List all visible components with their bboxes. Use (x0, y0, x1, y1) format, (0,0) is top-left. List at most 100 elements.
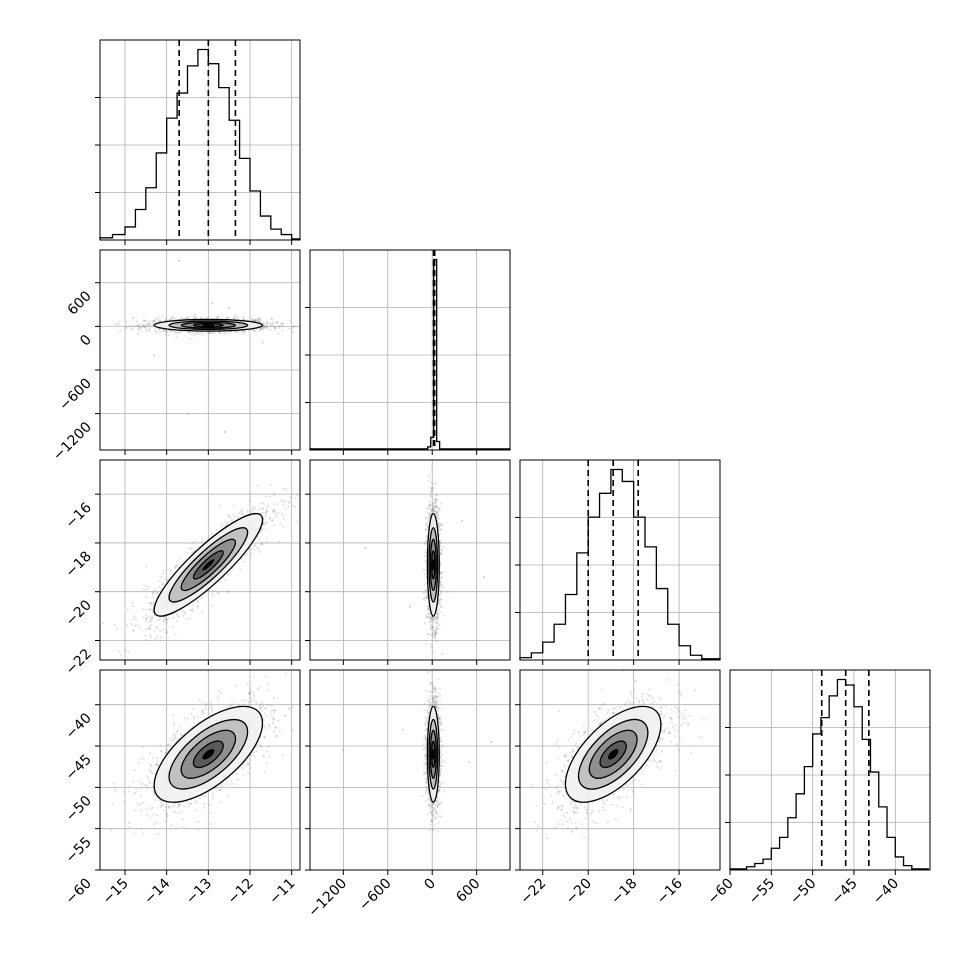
data-point (240, 512, 244, 515)
data-point (443, 614, 446, 617)
data-point (432, 509, 436, 512)
data-point (440, 523, 443, 526)
data-point (178, 804, 181, 807)
data-point (425, 591, 428, 594)
data-point (227, 316, 230, 319)
data-point (268, 517, 271, 520)
data-point (132, 629, 135, 633)
data-point (152, 596, 155, 600)
data-point (147, 780, 150, 783)
data-point (226, 591, 229, 594)
data-point (178, 331, 182, 334)
y-tick-label: −18 (63, 548, 95, 580)
data-point (264, 325, 267, 328)
data-point (165, 630, 169, 634)
data-point (147, 329, 151, 332)
data-point (170, 316, 174, 319)
data-point (165, 815, 169, 818)
data-point (204, 702, 208, 705)
data-point (244, 553, 247, 557)
data-point (127, 790, 131, 793)
data-point (115, 627, 118, 630)
data-point (433, 504, 436, 508)
data-point (270, 318, 274, 321)
data-point (137, 802, 140, 805)
data-point (188, 331, 191, 334)
data-point (266, 509, 269, 512)
data-point (227, 589, 230, 592)
data-point (266, 322, 269, 325)
data-point (430, 481, 433, 484)
data-point (148, 607, 151, 610)
data-point (428, 504, 431, 507)
data-point (435, 621, 438, 624)
data-point (428, 620, 432, 623)
data-point (427, 504, 431, 507)
data-point (423, 542, 427, 545)
data-point (434, 506, 438, 509)
data-point (144, 638, 147, 641)
data-point (253, 544, 256, 547)
data-point (168, 330, 171, 333)
data-point (275, 321, 279, 324)
data-point (265, 675, 268, 678)
data-point (200, 317, 203, 320)
data-point (440, 583, 443, 587)
data-point (148, 619, 151, 623)
data-point (153, 318, 157, 322)
panel-frame (309, 459, 511, 661)
data-point (268, 755, 271, 759)
data-point (148, 625, 151, 628)
data-point (238, 330, 241, 333)
data-point (211, 332, 214, 335)
data-point (424, 560, 428, 563)
data-point (151, 610, 154, 613)
data-point (145, 325, 148, 328)
data-point (439, 581, 442, 584)
data-point (261, 542, 264, 545)
data-point (249, 510, 252, 513)
data-point (194, 315, 197, 318)
data-point (259, 543, 262, 546)
data-point (435, 482, 438, 485)
data-point (248, 686, 251, 689)
data-point (236, 316, 239, 320)
data-point (429, 494, 432, 497)
data-point (440, 501, 443, 505)
data-point (429, 490, 433, 493)
data-point (169, 318, 172, 321)
data-point (156, 813, 159, 817)
data-point (428, 514, 431, 518)
data-point (294, 505, 297, 509)
data-point (151, 617, 154, 620)
data-point (133, 615, 136, 618)
data-point (173, 317, 176, 321)
data-point (175, 331, 178, 334)
data-point (164, 748, 167, 751)
data-point (156, 591, 159, 595)
data-point (125, 326, 128, 329)
data-point (119, 330, 122, 333)
data-point (424, 528, 427, 531)
data-point (131, 605, 134, 608)
data-point (162, 330, 165, 333)
data-point (179, 331, 182, 334)
data-point (156, 635, 159, 638)
data-point (182, 825, 185, 828)
data-point (249, 554, 252, 558)
panel-frame (309, 249, 511, 451)
data-point (174, 565, 177, 568)
data-point (130, 328, 133, 331)
data-point (196, 828, 199, 831)
data-point (284, 500, 287, 503)
data-point (194, 316, 197, 319)
data-point (222, 576, 225, 579)
data-point (145, 595, 148, 599)
data-point (229, 571, 232, 574)
data-point (225, 316, 228, 319)
data-point (144, 614, 148, 617)
data-point (434, 632, 438, 636)
data-point (154, 638, 157, 641)
data-point (141, 832, 145, 835)
